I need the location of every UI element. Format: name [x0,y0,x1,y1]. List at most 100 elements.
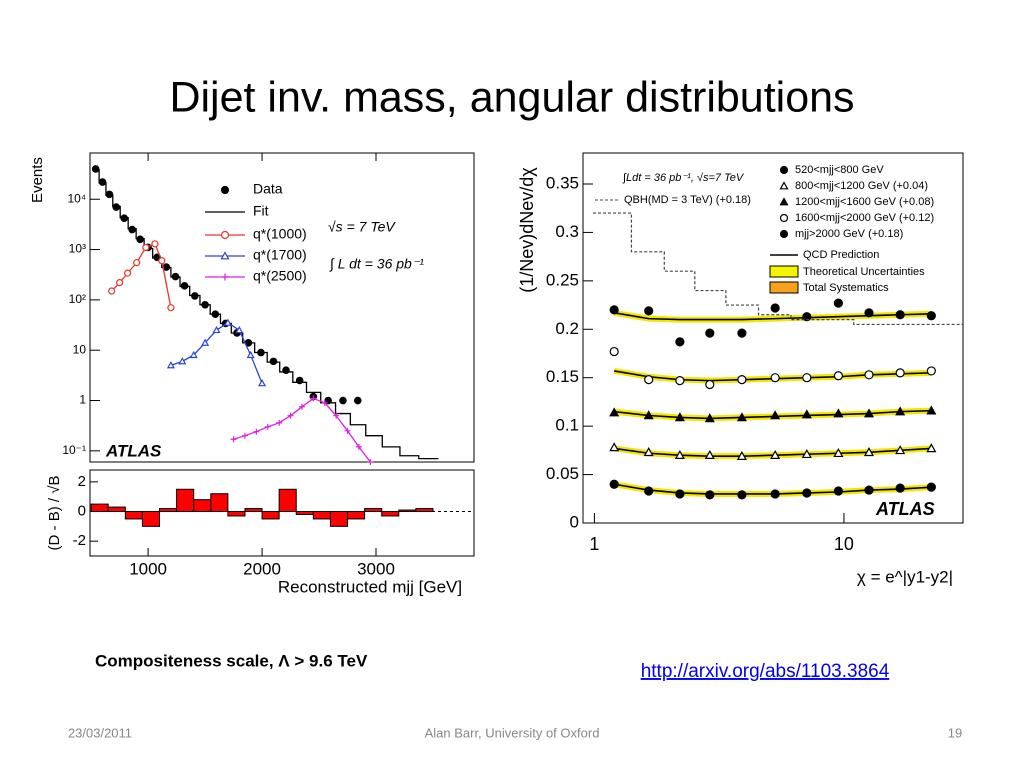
marker [298,403,305,410]
y-tick-label: 10⁴ [67,191,86,205]
bar [124,511,143,520]
marker [644,306,654,316]
legend-box [769,265,799,278]
marker [241,432,248,439]
marker [355,443,362,450]
marker [136,235,144,244]
marker [770,449,781,459]
legend-label: QBH(MD = 3 TeV) (+0.18) [624,194,751,206]
bar [176,488,195,513]
marker [779,197,789,206]
marker [864,370,874,380]
marker [353,396,362,405]
marker [230,436,237,443]
marker [736,450,747,460]
bar [90,503,109,513]
marker [779,229,789,239]
legend-label: QCD Prediction [803,249,879,261]
marker [344,427,351,434]
bar [244,508,263,513]
bar [107,506,126,513]
annotation: ∫ L dt = 36 pb⁻¹ [329,256,424,273]
marker [643,410,654,420]
marker [258,379,267,387]
marker [863,408,875,418]
marker [864,308,874,318]
y-axis-label: (D - B) / √B [46,476,63,551]
legend-label: 800<mjj<1200 GeV (+0.04) [795,180,928,192]
marker [246,350,255,359]
x-tick-label: 1000 [129,559,167,578]
bar [312,511,331,520]
annotation: √s = 7 TeV [328,219,396,235]
footer-author: Alan Barr, University of Oxford [425,725,600,740]
y-tick-label: 10³ [69,242,86,256]
marker [926,482,936,492]
y-axis-label: Events [29,157,46,203]
y-tick-label: 0 [78,502,86,519]
x-tick-label: 10 [834,534,854,554]
marker [166,361,175,369]
atlas-label: ATLAS [875,499,935,519]
bar [398,509,417,513]
marker [833,371,843,381]
marker [276,419,283,426]
marker [201,338,210,346]
marker [609,346,619,357]
link[interactable]: http://arxiv.org/abs/1103.3864 [641,661,890,682]
marker [895,406,906,416]
marker [644,375,654,385]
marker [133,259,141,267]
marker [178,357,187,365]
marker [705,490,715,500]
marker [833,448,844,458]
y-tick-label: 10² [69,292,86,306]
marker [269,357,278,366]
marker [609,407,620,417]
plot-frame [89,152,475,463]
marker [235,325,244,334]
marker [926,311,936,321]
marker [220,185,230,195]
marker [801,448,812,459]
y-axis-label: (1/Nev)dNev/dχ [517,167,537,293]
legend-label: Fit [253,203,269,219]
marker [705,379,715,390]
bar [364,508,383,513]
marker [675,337,685,347]
legend-label: Theoretical Uncertainties [803,266,925,278]
legend-label: Total Systematics [803,282,889,294]
marker [926,443,937,453]
marker [705,328,715,338]
x-tick-label: 3000 [357,559,395,578]
bar [141,511,161,527]
bar [159,508,178,513]
legend-box [769,281,799,294]
legend-label: q*(1700) [253,247,307,263]
bar [210,493,229,513]
y-tick-label: 1 [79,393,86,407]
bar [278,488,297,513]
y-tick-label: -2 [73,532,86,549]
marker [220,230,230,240]
fit-line [95,169,439,460]
y-tick-label: 0 [570,512,579,531]
qcd-prediction [614,312,932,321]
marker [105,190,114,199]
marker [737,490,747,500]
marker [863,447,875,457]
bar [415,508,434,513]
marker [895,310,905,320]
marker [142,243,150,252]
marker [704,413,715,423]
y-tick-label: 0.05 [546,464,579,483]
marker [167,304,175,312]
bar [261,511,280,520]
atlas-label: ATLAS [105,441,162,460]
bar [329,511,349,527]
y-tick-label: 0.15 [546,367,579,386]
marker [108,287,116,295]
marker [220,251,230,260]
marker [737,328,747,338]
